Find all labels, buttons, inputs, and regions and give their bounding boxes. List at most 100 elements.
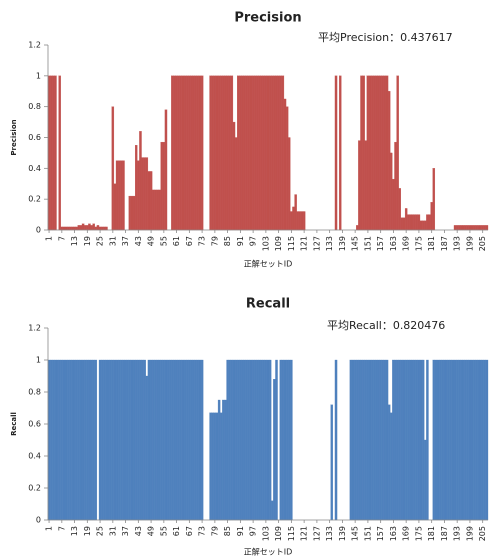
bar bbox=[92, 359, 95, 521]
bar bbox=[277, 75, 280, 231]
bar bbox=[181, 359, 185, 521]
bar bbox=[373, 75, 376, 231]
bar bbox=[92, 223, 95, 231]
bar bbox=[417, 214, 421, 231]
bar bbox=[455, 359, 459, 521]
x-tick-label: 175 bbox=[414, 236, 423, 251]
bar bbox=[149, 171, 153, 231]
x-tick-label: 115 bbox=[287, 236, 296, 251]
bar bbox=[98, 359, 102, 521]
bar bbox=[453, 359, 457, 521]
bar bbox=[407, 359, 410, 521]
bar bbox=[54, 359, 57, 521]
bar bbox=[222, 399, 225, 521]
bar bbox=[64, 359, 68, 521]
bar bbox=[373, 359, 376, 521]
bar bbox=[113, 183, 117, 231]
bar bbox=[460, 225, 463, 231]
bar bbox=[464, 359, 467, 521]
bar bbox=[103, 359, 106, 521]
bar bbox=[234, 137, 238, 231]
bar bbox=[419, 359, 423, 521]
bar bbox=[100, 359, 104, 521]
bar bbox=[411, 359, 414, 521]
bar bbox=[243, 75, 246, 231]
bar bbox=[483, 225, 487, 231]
bar bbox=[273, 75, 276, 231]
x-tick-label: 115 bbox=[287, 526, 296, 541]
bar bbox=[264, 359, 268, 521]
bar bbox=[226, 359, 229, 521]
bar bbox=[158, 359, 161, 521]
x-tick-label: 103 bbox=[261, 526, 270, 541]
bar bbox=[481, 359, 484, 521]
bar bbox=[254, 359, 257, 521]
x-tick-label: 133 bbox=[325, 236, 334, 251]
bar bbox=[268, 75, 272, 231]
bar bbox=[164, 359, 168, 521]
bar bbox=[54, 75, 57, 231]
bar bbox=[375, 359, 378, 521]
x-tick-label: 127 bbox=[312, 236, 321, 251]
y-tick-label: 1.2 bbox=[28, 324, 41, 333]
bar bbox=[285, 106, 289, 231]
bar bbox=[152, 359, 155, 521]
bar bbox=[275, 75, 278, 231]
bar bbox=[143, 157, 146, 231]
bar bbox=[79, 225, 83, 231]
bar bbox=[356, 225, 359, 231]
bar bbox=[143, 359, 146, 521]
bar bbox=[94, 226, 98, 231]
bar bbox=[183, 359, 187, 521]
x-tick-label: 55 bbox=[159, 236, 168, 246]
bar bbox=[375, 75, 378, 231]
bar bbox=[160, 359, 163, 521]
bar bbox=[268, 359, 272, 521]
annotation: 平均Recall：0.820476 bbox=[327, 319, 445, 332]
bar bbox=[241, 75, 244, 231]
x-tick-label: 79 bbox=[210, 526, 219, 536]
bar bbox=[117, 160, 121, 231]
bar bbox=[417, 359, 421, 521]
x-tick-label: 49 bbox=[147, 236, 156, 246]
bar bbox=[145, 375, 149, 521]
bar bbox=[173, 75, 176, 231]
bar bbox=[145, 157, 149, 231]
bar bbox=[404, 359, 408, 521]
bar bbox=[296, 211, 299, 231]
bar bbox=[183, 75, 187, 231]
bar bbox=[398, 188, 402, 231]
x-tick-label: 61 bbox=[172, 236, 181, 246]
bar bbox=[196, 75, 200, 231]
bar bbox=[173, 359, 176, 521]
bar bbox=[56, 359, 59, 521]
bar bbox=[122, 359, 125, 521]
bar bbox=[100, 226, 104, 231]
x-tick-label: 37 bbox=[121, 526, 130, 536]
bar bbox=[96, 225, 100, 231]
bar bbox=[160, 141, 163, 231]
x-tick-label: 85 bbox=[223, 236, 232, 246]
bar bbox=[258, 359, 261, 521]
bar bbox=[362, 359, 365, 521]
y-tick-label: 0.8 bbox=[28, 388, 41, 397]
bar bbox=[481, 225, 484, 231]
bar bbox=[383, 75, 387, 231]
bar bbox=[356, 359, 359, 521]
bar bbox=[394, 359, 397, 521]
x-tick-label: 25 bbox=[96, 236, 105, 246]
x-tick-label: 7 bbox=[57, 236, 66, 241]
bar bbox=[390, 412, 393, 521]
bar bbox=[334, 75, 338, 231]
bar bbox=[220, 412, 223, 521]
x-tick-label: 157 bbox=[376, 236, 385, 251]
bar bbox=[132, 195, 136, 231]
bar bbox=[402, 359, 406, 521]
chart-title: Precision bbox=[234, 11, 301, 26]
bar bbox=[109, 359, 112, 521]
bar bbox=[266, 359, 270, 521]
bar bbox=[49, 359, 53, 521]
bar bbox=[198, 75, 202, 231]
bar bbox=[298, 211, 302, 231]
bar bbox=[409, 359, 412, 521]
